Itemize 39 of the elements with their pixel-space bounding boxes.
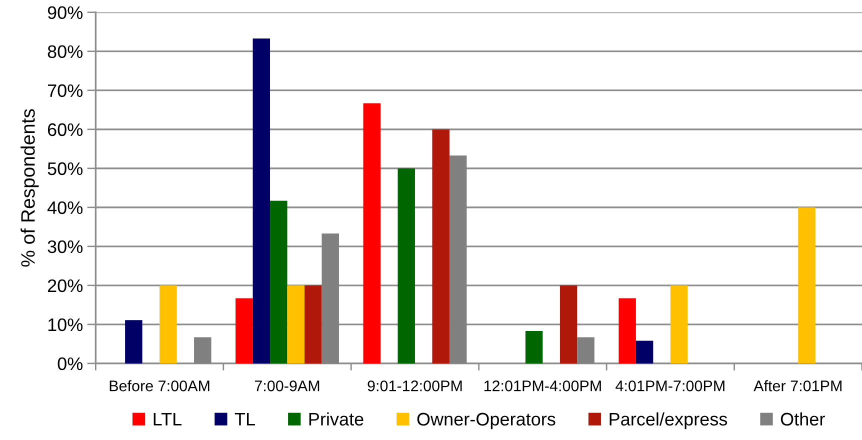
- bar: [363, 103, 380, 364]
- bar: [398, 168, 415, 364]
- bar: [525, 331, 543, 364]
- y-tick-label: 70%: [48, 84, 83, 98]
- legend-label: Other: [780, 412, 825, 426]
- x-tick-label: 4:01PM-7:00PM: [616, 380, 724, 392]
- x-tick-label: Before 7:00AM: [110, 380, 210, 392]
- bar: [252, 38, 270, 364]
- bar: [670, 285, 688, 364]
- y-tick-label: 60%: [48, 123, 83, 136]
- bar: [798, 207, 816, 364]
- legend-label: Owner-Operators: [417, 412, 556, 430]
- y-tick-label: 40%: [47, 201, 83, 214]
- y-tick-label: 50%: [48, 162, 83, 176]
- bar: [618, 298, 636, 364]
- bar: [560, 285, 578, 364]
- y-tick-label: 90%: [48, 6, 83, 20]
- bar: [287, 285, 305, 364]
- x-tick-label: 7:00-9AM: [254, 380, 320, 392]
- bar: [432, 129, 450, 364]
- y-tick-label: 80%: [48, 45, 83, 58]
- bar: [125, 320, 142, 364]
- legend-label: Private: [309, 412, 364, 426]
- bar: [236, 298, 253, 364]
- y-axis-title: % of Respondents: [20, 109, 39, 267]
- legend-label: Parcel/express: [610, 412, 728, 430]
- bar: [304, 285, 322, 364]
- y-tick-label: 10%: [48, 318, 83, 332]
- x-tick-label: After 7:01PM: [754, 380, 842, 392]
- y-tick-label: 20%: [48, 279, 83, 292]
- y-tick-label: 0%: [58, 357, 83, 370]
- y-tick-label: 30%: [48, 240, 83, 254]
- bar: [270, 200, 288, 364]
- legend-label: TL: [234, 413, 255, 426]
- bar: [636, 340, 654, 364]
- x-tick-label: 9:01-12:00PM: [368, 380, 462, 392]
- bar: [160, 285, 177, 364]
- legend-label: LTL: [154, 413, 182, 426]
- x-tick-label: 12:01PM-4:00PM: [484, 380, 601, 392]
